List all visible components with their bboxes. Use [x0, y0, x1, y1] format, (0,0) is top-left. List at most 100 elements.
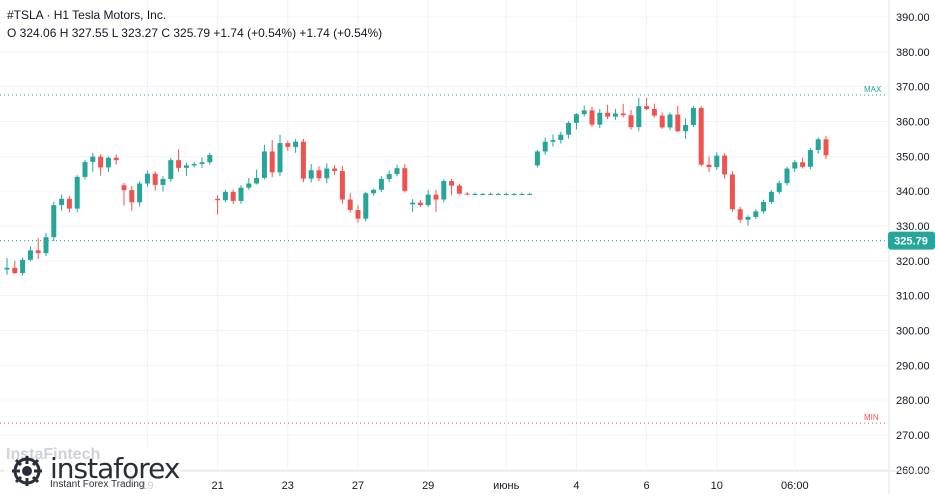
candle-body [66, 198, 72, 209]
ref-line-label-max: MAX [864, 85, 882, 94]
candle-body [371, 189, 377, 194]
candle-body [683, 124, 689, 132]
y-tick-label: 340.00 [896, 186, 930, 198]
candle-body [4, 267, 10, 270]
candle-body [628, 115, 634, 128]
reference-lines: MAX MIN [0, 85, 888, 424]
candle-body [160, 178, 166, 185]
candle-body [792, 162, 798, 169]
instaforex-logo-icon [12, 456, 42, 486]
x-tick-label: 27 [352, 480, 364, 492]
candle-body [285, 143, 291, 147]
symbol-legend: #TSLA · H1 Tesla Motors, Inc. O 324.06 H… [7, 6, 382, 42]
candle-body [300, 141, 306, 179]
watermark-brand: instaforex [50, 452, 180, 485]
candle-body [277, 143, 283, 173]
candle-body [332, 168, 338, 171]
y-tick-label: 380.00 [896, 47, 930, 59]
candle-body [651, 108, 657, 116]
candle-body [90, 156, 96, 162]
candle-body [12, 267, 18, 274]
y-tick-label: 390.00 [896, 12, 930, 24]
grid [0, 0, 888, 471]
candle-body [636, 106, 642, 128]
candle-body [215, 198, 221, 201]
ref-line-label-min: MIN [864, 413, 879, 422]
candle-body [425, 194, 431, 206]
watermark-tagline: Instant Forex Trading [50, 479, 145, 490]
candle-body [737, 209, 743, 220]
candle-body [690, 107, 696, 125]
y-tick-label: 290.00 [896, 360, 930, 372]
candle-body [433, 194, 439, 200]
candle-body [129, 190, 135, 203]
candle-body [82, 161, 88, 177]
candle-body [254, 177, 260, 184]
candle-body [503, 193, 509, 195]
candle-body [324, 168, 330, 179]
candle-body [144, 173, 150, 184]
candle-body [183, 165, 189, 168]
candle-body [745, 216, 751, 220]
candle-body [558, 134, 564, 140]
candle-body [347, 199, 353, 210]
watermark: InstaFintech instaforex Instant Forex Tr… [4, 446, 180, 492]
candle-body [667, 114, 673, 128]
candle-body [43, 237, 49, 254]
candle-body [230, 191, 236, 201]
candle-body [59, 198, 65, 206]
candle-body [761, 201, 767, 212]
candles [4, 97, 829, 276]
candle-body [807, 150, 813, 167]
last-price-badge [888, 231, 935, 250]
y-tick-label: 350.00 [896, 151, 930, 163]
y-tick-label: 330.00 [896, 221, 930, 233]
candle-body [488, 193, 494, 195]
x-tick-label: 23 [282, 480, 294, 492]
candle-body [386, 174, 392, 179]
symbol-title: #TSLA · H1 Tesla Motors, Inc. [7, 8, 167, 22]
candle-body [105, 157, 111, 168]
candle-body [238, 187, 244, 201]
candle-body [644, 106, 650, 109]
candle-body [612, 113, 618, 117]
candle-body [316, 170, 322, 179]
candle-body [417, 202, 423, 206]
candle-body [495, 193, 501, 195]
candle-body [675, 114, 681, 132]
candle-body [659, 115, 665, 128]
candle-body [27, 250, 33, 260]
candle-body [308, 170, 314, 179]
x-tick-label: 21 [211, 480, 223, 492]
candle-body [261, 151, 267, 178]
x-tick-label: 10 [711, 480, 723, 492]
x-tick-label: 4 [573, 480, 579, 492]
last-price-label: 325.79 [894, 236, 928, 248]
y-tick-label: 270.00 [896, 430, 930, 442]
candle-body [339, 170, 345, 200]
y-tick-label: 300.00 [896, 326, 930, 338]
candle-body [137, 183, 143, 203]
candle-body [472, 193, 478, 195]
candle-body [566, 122, 572, 135]
x-tick-label: июнь [493, 480, 519, 492]
candle-body [74, 176, 80, 209]
candle-body [441, 181, 447, 200]
y-tick-label: 320.00 [896, 256, 930, 268]
y-tick-label: 280.00 [896, 395, 930, 407]
candle-body [402, 168, 408, 191]
price-axis[interactable]: 260.00270.00280.00290.00300.00310.00320.… [888, 0, 935, 494]
candle-body [800, 162, 806, 167]
candle-body [729, 174, 735, 210]
candle-body [394, 168, 400, 175]
candle-body [152, 173, 158, 185]
candle-body [121, 185, 127, 191]
candle-body [511, 193, 517, 195]
candle-body [776, 183, 782, 192]
candle-body [20, 259, 26, 274]
candle-body [620, 113, 626, 116]
candle-body [191, 163, 197, 166]
candle-body [456, 185, 462, 194]
